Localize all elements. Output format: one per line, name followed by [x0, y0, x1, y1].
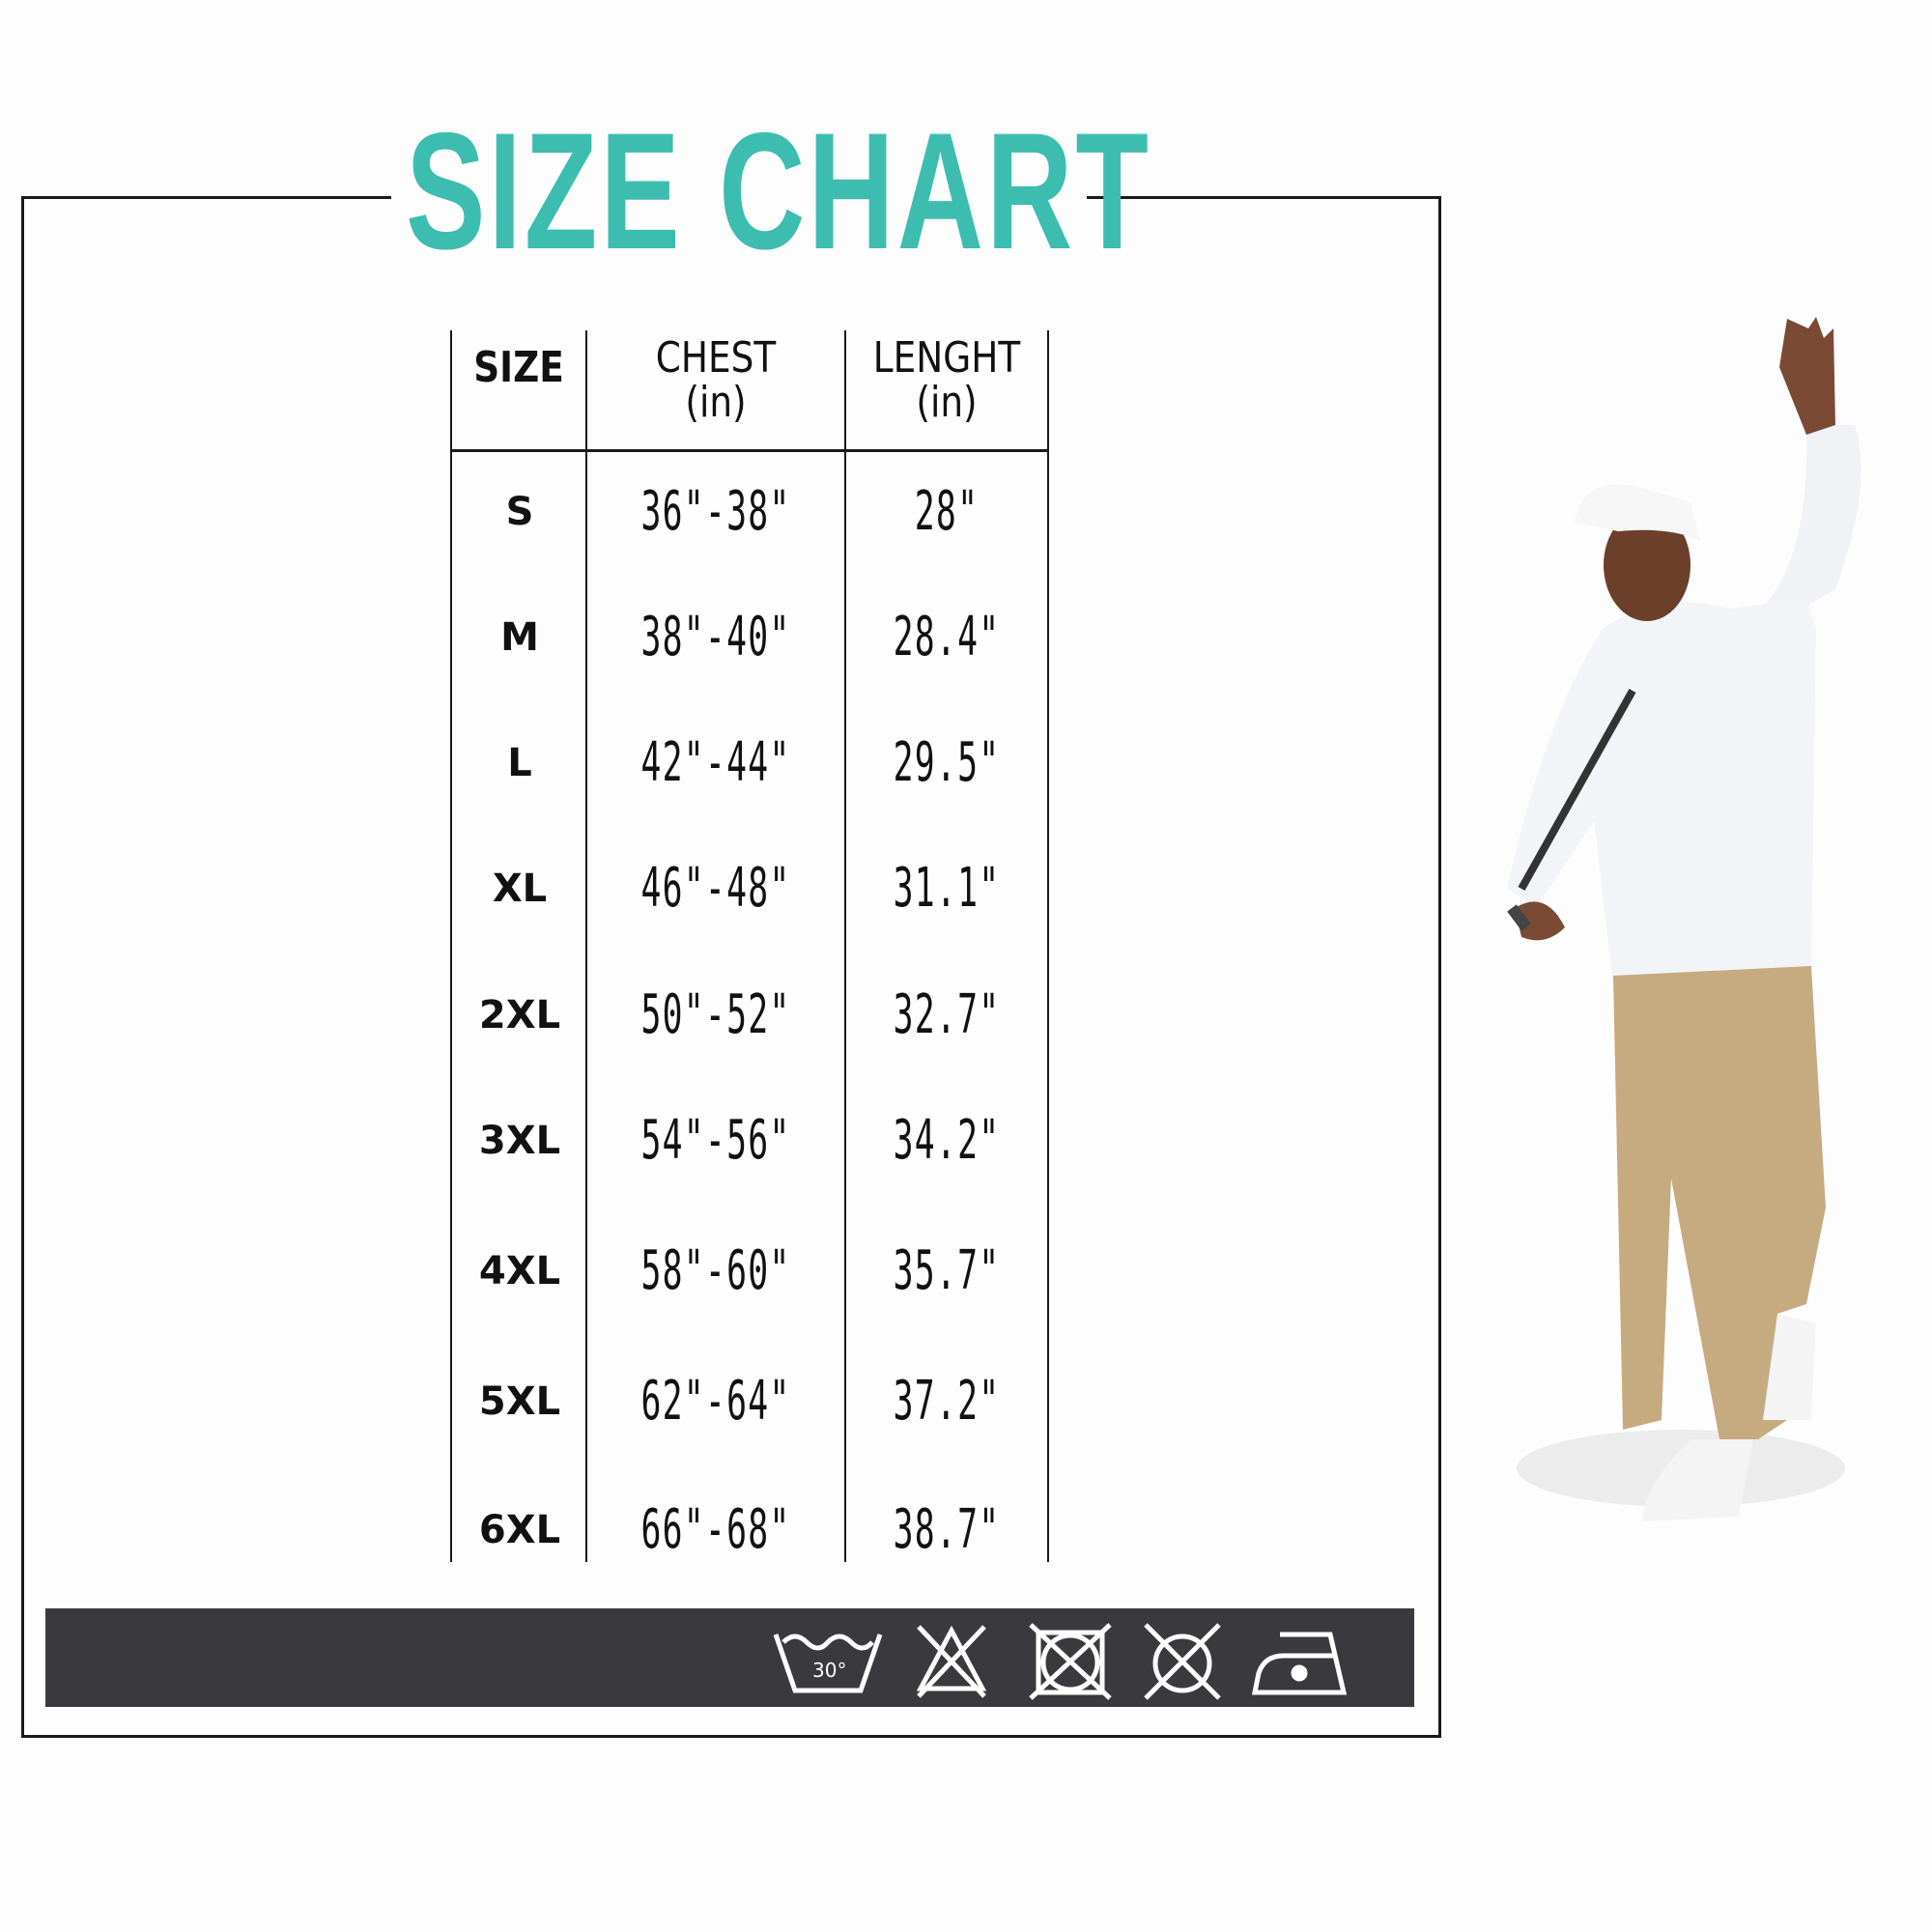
chest-cell: 54"-56"	[640, 1109, 791, 1172]
header-length: LENGHT (in)	[872, 333, 1021, 427]
size-cell: 6XL	[478, 1508, 561, 1552]
size-cell: 5XL	[478, 1379, 561, 1424]
chest-cell: 50"-52"	[640, 983, 791, 1046]
model-image	[1507, 317, 1861, 1521]
chest-cell: 46"-48"	[640, 857, 791, 920]
size-cell: 3XL	[478, 1119, 561, 1163]
header-chest: CHEST (in)	[655, 333, 777, 427]
header-size: SIZE	[473, 343, 564, 392]
page-title: SIZE CHART	[406, 99, 1151, 284]
wash-30-icon: 30°	[773, 1634, 883, 1693]
table-col-line	[1047, 330, 1049, 1562]
frame-top-left	[21, 196, 391, 199]
chest-cell: 42"-44"	[640, 731, 791, 794]
chest-cell: 58"-60"	[640, 1239, 791, 1302]
length-cell: 31.1"	[893, 857, 1001, 920]
table-col-line	[585, 330, 587, 1562]
table-col-line	[844, 330, 846, 1562]
chest-cell: 66"-68"	[640, 1498, 791, 1561]
do-not-tumble-dry-icon	[1029, 1623, 1112, 1700]
length-cell: 28"	[914, 480, 980, 543]
size-cell: L	[507, 741, 532, 785]
chest-cell: 38"-40"	[640, 606, 791, 668]
length-cell: 38.7"	[893, 1498, 1001, 1561]
iron-low-icon	[1251, 1632, 1348, 1695]
size-cell: M	[500, 615, 539, 660]
length-cell: 34.2"	[893, 1109, 1001, 1172]
length-cell: 29.5"	[893, 731, 1001, 794]
frame-bottom	[21, 1735, 1441, 1738]
table-col-line	[450, 330, 452, 1562]
size-cell: XL	[492, 867, 548, 911]
frame-right	[1438, 196, 1441, 1738]
length-cell: 32.7"	[893, 983, 1001, 1046]
length-cell: 37.2"	[893, 1370, 1001, 1433]
svg-text:30°: 30°	[812, 1659, 846, 1682]
size-cell: 2XL	[478, 993, 561, 1037]
size-cell: 4XL	[478, 1249, 561, 1293]
frame-left	[21, 196, 24, 1738]
chest-cell: 62"-64"	[640, 1370, 791, 1433]
size-cell: S	[505, 490, 534, 534]
length-cell: 28.4"	[893, 606, 1001, 668]
length-cell: 35.7"	[893, 1239, 1001, 1302]
table-header-divider	[450, 449, 1049, 452]
do-not-bleach-icon	[916, 1625, 987, 1698]
chest-cell: 36"-38"	[640, 480, 791, 543]
do-not-dry-clean-icon	[1144, 1623, 1221, 1700]
frame-top-right	[1087, 196, 1441, 199]
